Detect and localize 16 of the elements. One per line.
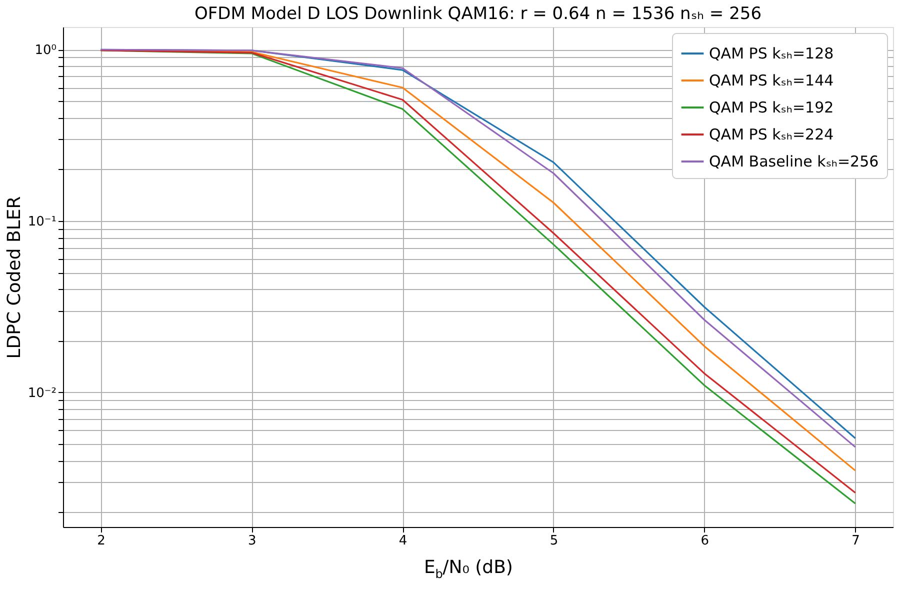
legend-label: QAM PS kₛₕ=144 <box>709 72 834 90</box>
x-tick-label: 5 <box>550 534 558 548</box>
legend-label: QAM PS kₛₕ=128 <box>709 44 834 62</box>
y-tick-label: 10⁻¹ <box>28 214 56 230</box>
legend-label: QAM PS kₛₕ=224 <box>709 126 834 144</box>
x-tick-label: 6 <box>700 534 710 548</box>
legend-label: QAM PS kₛₕ=192 <box>709 98 834 116</box>
y-tick-label: 10⁰ <box>34 43 56 58</box>
x-tick-label: 4 <box>398 534 408 548</box>
y-axis-title: LDPC Coded BLER <box>4 196 25 359</box>
x-tick-label: 3 <box>248 534 256 548</box>
legend-label: QAM Baseline kₛₕ=256 <box>709 152 879 170</box>
y-tick-label: 10⁻² <box>28 386 56 401</box>
chart-title: OFDM Model D LOS Downlink QAM16: r = 0.64 n = 1536 nₛₕ = 256 <box>194 4 762 24</box>
x-tick-label: 2 <box>97 534 106 548</box>
x-tick-label: 7 <box>852 534 860 548</box>
